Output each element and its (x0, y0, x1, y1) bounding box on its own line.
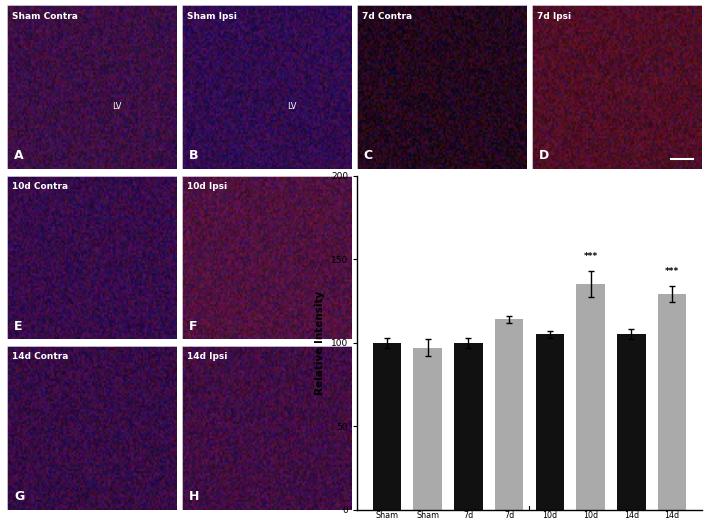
Text: 14d Ipsi: 14d Ipsi (187, 353, 228, 361)
Text: G: G (14, 490, 24, 503)
Text: ***: *** (665, 267, 679, 276)
Bar (495, 319, 523, 510)
Bar (454, 343, 483, 510)
Bar (658, 294, 686, 510)
Text: LV: LV (113, 102, 122, 111)
Text: H: H (189, 490, 199, 503)
Text: 7d Ipsi: 7d Ipsi (537, 12, 571, 21)
Text: ***: *** (584, 252, 598, 261)
Text: Sham Contra: Sham Contra (12, 12, 78, 21)
Text: 10d Contra: 10d Contra (12, 182, 68, 191)
Text: LV: LV (287, 102, 297, 111)
Text: D: D (539, 149, 549, 162)
Text: C: C (364, 149, 373, 162)
Y-axis label: Relative Intensity: Relative Intensity (316, 291, 325, 395)
Text: 14d Contra: 14d Contra (12, 353, 69, 361)
Bar (535, 334, 564, 510)
Text: A: A (14, 149, 23, 162)
Bar (617, 334, 645, 510)
Text: F: F (189, 320, 197, 333)
Bar (373, 343, 401, 510)
Bar (576, 284, 605, 510)
Text: 7d Contra: 7d Contra (362, 12, 412, 21)
Text: E: E (14, 320, 23, 333)
Text: Sham Ipsi: Sham Ipsi (187, 12, 237, 21)
Text: B: B (189, 149, 199, 162)
Bar (413, 347, 442, 510)
Text: 10d Ipsi: 10d Ipsi (187, 182, 228, 191)
